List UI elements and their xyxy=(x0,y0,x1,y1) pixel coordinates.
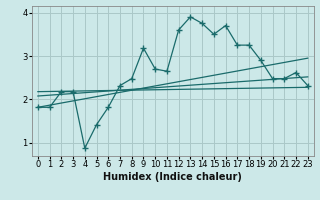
X-axis label: Humidex (Indice chaleur): Humidex (Indice chaleur) xyxy=(103,172,242,182)
